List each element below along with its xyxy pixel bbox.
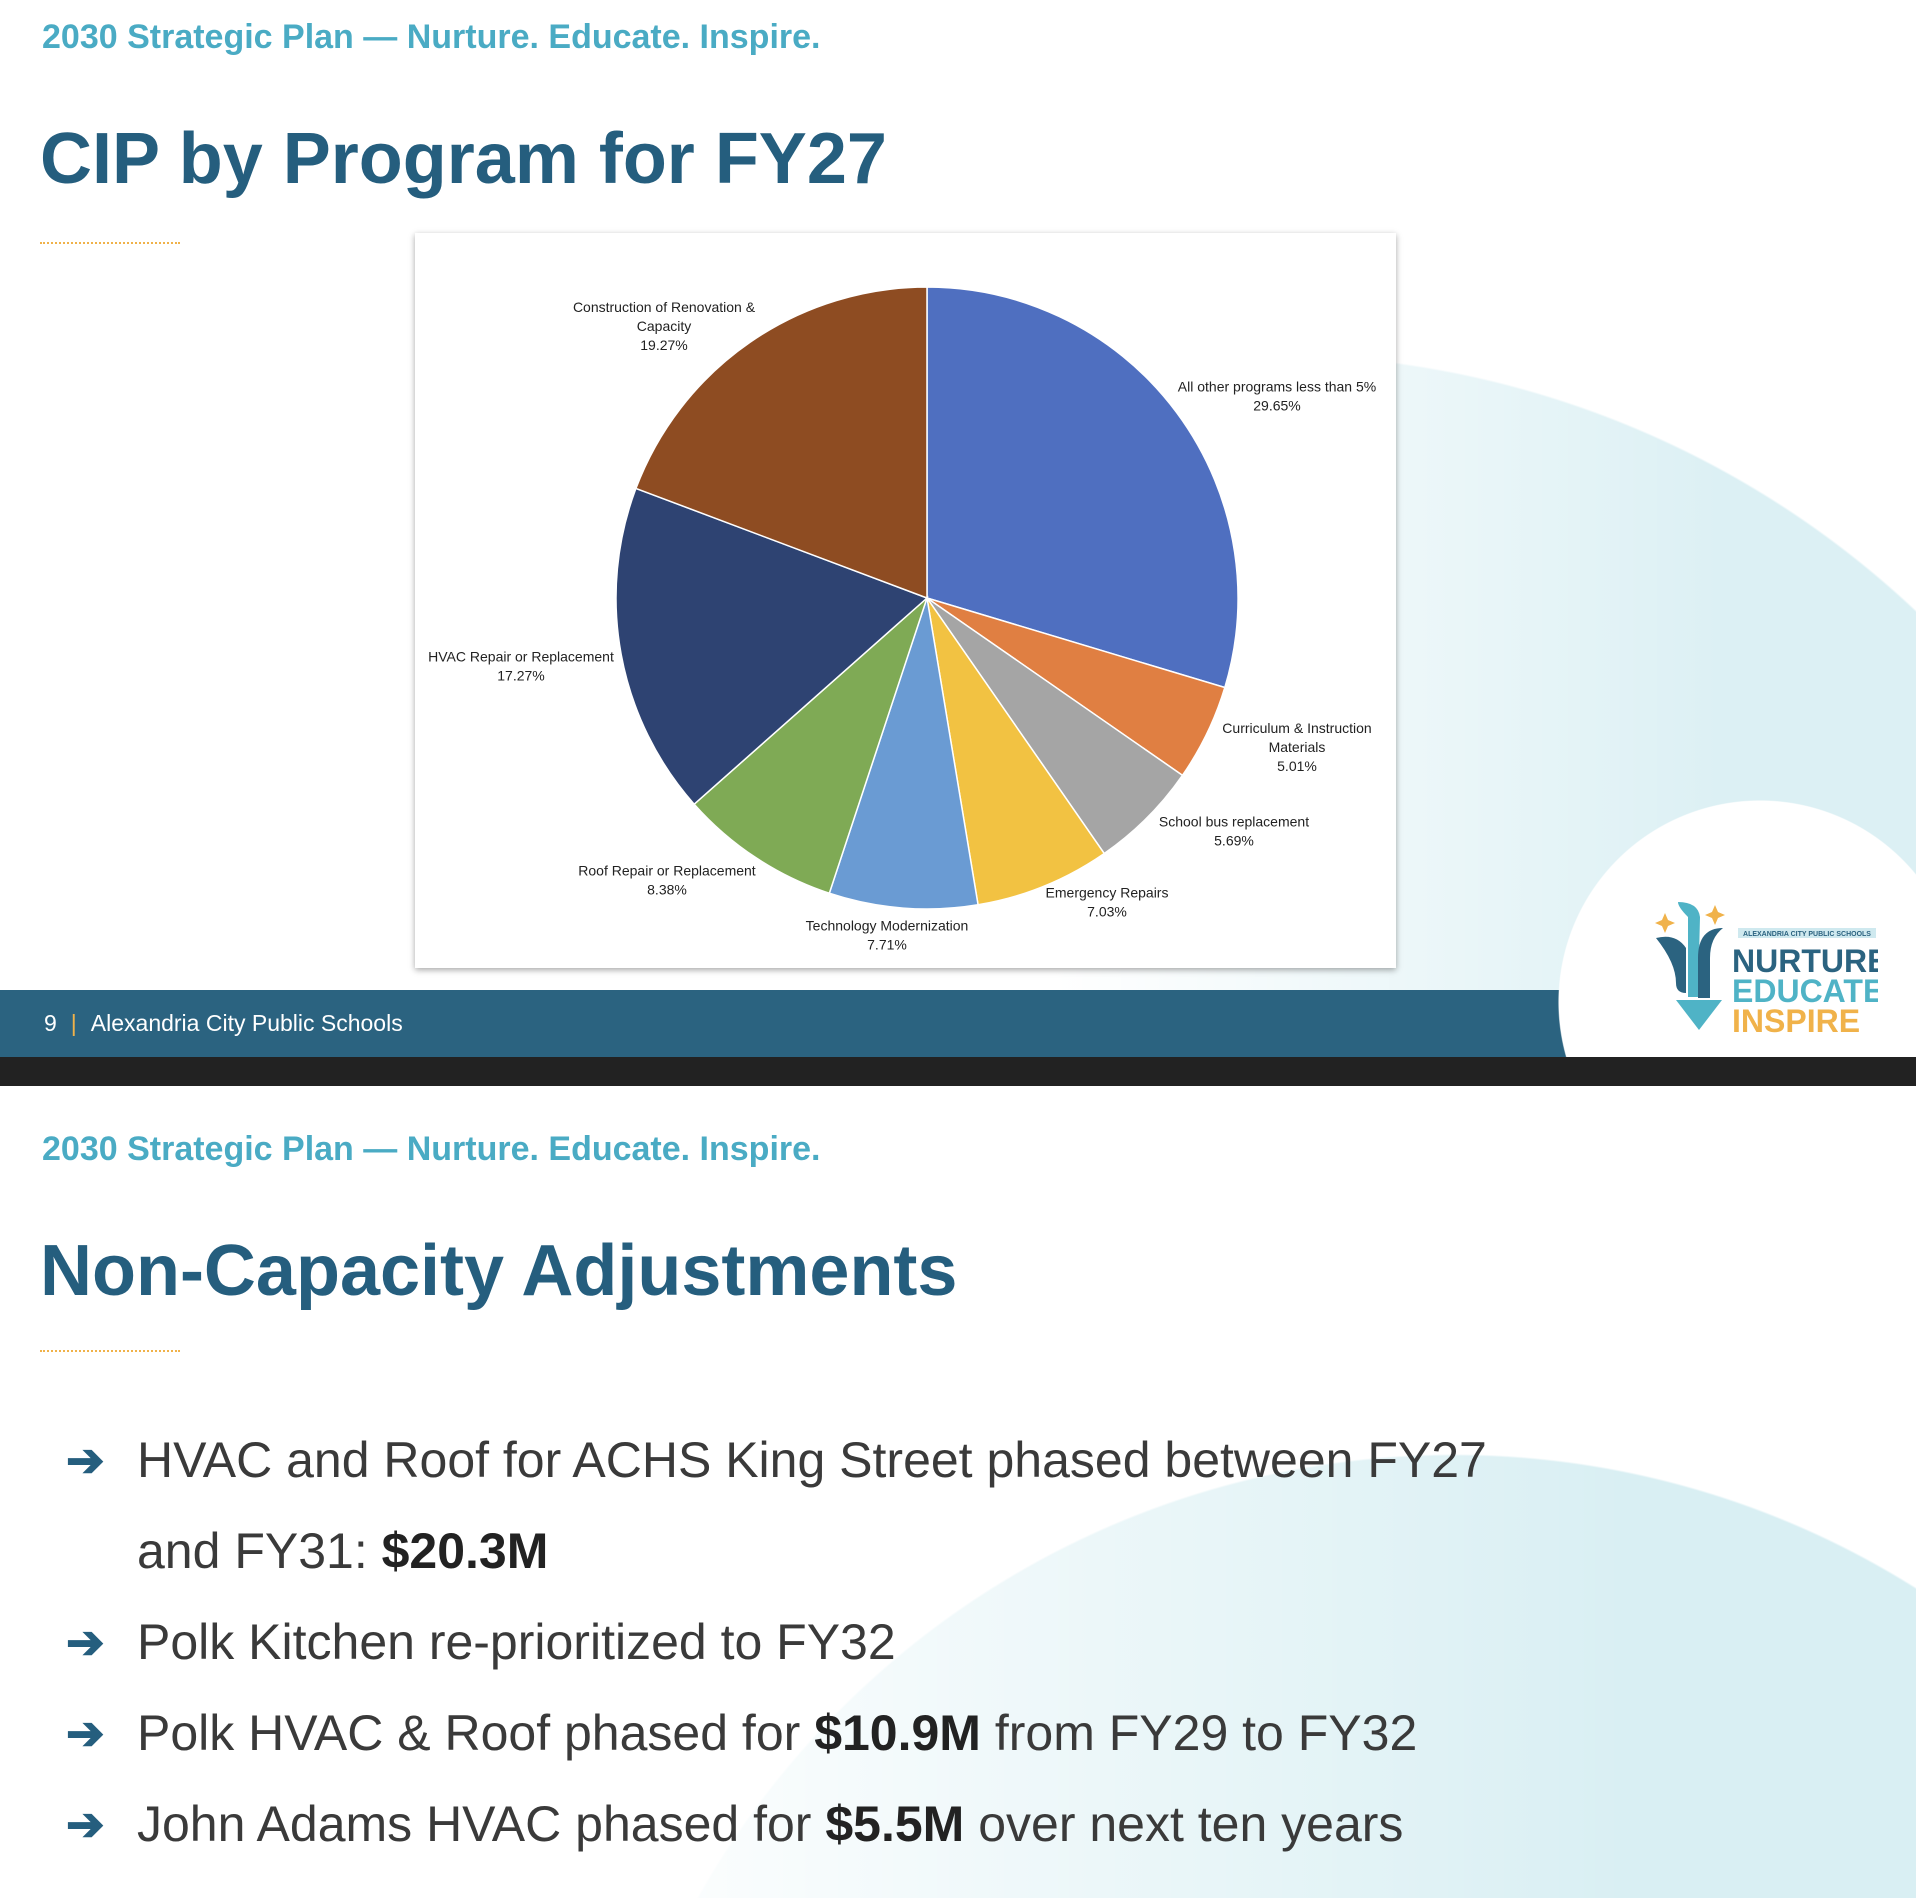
pie-chart-svg: All other programs less than 5% 29.65% Cur…: [428, 286, 1376, 953]
pie-slice: [634, 286, 928, 600]
pie-slice: [828, 597, 979, 910]
slide-title: CIP by Program for FY27: [40, 119, 887, 199]
slice-value-label: 29.65%: [1253, 398, 1300, 414]
slice-name-label: Construction of Renovation &: [573, 299, 756, 315]
svg-text:ALEXANDRIA CITY PUBLIC SCHOOLS: ALEXANDRIA CITY PUBLIC SCHOOLS: [1743, 931, 1871, 938]
svg-text:NURTURE: NURTURE: [1732, 943, 1878, 979]
bullet-amount: $5.5M: [825, 1796, 965, 1852]
bullet-text: John Adams HVAC phased for: [137, 1796, 826, 1852]
page-number: 9: [44, 1010, 57, 1036]
divider: [40, 1350, 180, 1352]
bullet-item: ➔ Polk HVAC & Roof phased for $10.9M from…: [66, 1688, 1526, 1779]
slice-name-label: All other programs less than 5%: [1178, 379, 1376, 395]
slide-title: Non-Capacity Adjustments: [40, 1231, 958, 1311]
slice-label: Curriculum & Instruction Materials 5.01%: [1222, 720, 1371, 774]
slice-name-label: Emergency Repairs: [1046, 885, 1169, 901]
footer-separator: |: [70, 1010, 77, 1036]
slice-label: Roof Repair or Replacement 8.38%: [578, 863, 756, 898]
arrow-icon: ➔: [66, 1434, 105, 1486]
slide-kicker: 2030 Strategic Plan — Nurture. Educate. …: [42, 18, 821, 56]
slide-kicker: 2030 Strategic Plan — Nurture. Educate. …: [42, 1130, 821, 1168]
school-logo: ALEXANDRIA CITY PUBLIC SCHOOLS NURTURE E…: [1655, 902, 1878, 1038]
svg-text:INSPIRE: INSPIRE: [1732, 1003, 1860, 1038]
slice-name-label: Capacity: [637, 318, 691, 334]
bullet-text: over next ten years: [964, 1796, 1404, 1852]
slice-name-label: Curriculum & Instruction: [1222, 720, 1371, 736]
slice-name-label: Materials: [1269, 739, 1326, 755]
slice-label: Construction of Renovation & Capacity 19.2…: [573, 299, 756, 353]
slice-name-label: School bus replacement: [1159, 814, 1309, 830]
bullet-text: HVAC and Roof for ACHS King Street phase…: [137, 1432, 1487, 1579]
arrow-icon: ➔: [66, 1616, 105, 1668]
pie-slice: [693, 595, 929, 895]
slice-label: School bus replacement 5.69%: [1159, 814, 1309, 849]
slice-label: Technology Modernization 7.71%: [806, 918, 969, 953]
bullet-list: ➔ HVAC and Roof for ACHS King Street phas…: [66, 1415, 1566, 1870]
pie-slice: [926, 286, 1239, 689]
slice-value-label: 7.03%: [1087, 904, 1127, 920]
bullet-item: ➔ HVAC and Roof for ACHS King Street phas…: [66, 1415, 1526, 1597]
bullet-amount: $10.9M: [814, 1705, 981, 1761]
pie-chart: All other programs less than 5% 29.65% Cur…: [415, 233, 1396, 968]
slice-value-label: 7.71%: [867, 937, 907, 953]
slide-non-capacity-adjustments: 2030 Strategic Plan — Nurture. Educate. …: [0, 1086, 1916, 1898]
slice-value-label: 19.27%: [640, 337, 687, 353]
slice-value-label: 5.01%: [1277, 758, 1317, 774]
pie-slice: [615, 487, 929, 806]
slide-cip-by-program: 2030 Strategic Plan — Nurture. Educate. …: [0, 0, 1916, 1057]
bullet-text: Polk Kitchen re-prioritized to FY32: [137, 1614, 896, 1670]
slice-name-label: Roof Repair or Replacement: [578, 863, 756, 879]
slice-name-label: HVAC Repair or Replacement: [428, 649, 614, 665]
svg-text:EDUCATE: EDUCATE: [1732, 973, 1878, 1009]
bullet-item: ➔ Polk Kitchen re-prioritized to FY32: [66, 1597, 1526, 1688]
slice-label: HVAC Repair or Replacement 17.27%: [428, 649, 614, 684]
slice-value-label: 5.69%: [1214, 833, 1254, 849]
bullet-item: ➔ John Adams HVAC phased for $5.5M over n…: [66, 1779, 1526, 1870]
bullet-text: from FY29 to FY32: [980, 1705, 1418, 1761]
pie-slice: [926, 597, 1106, 906]
bullet-amount: $20.3M: [381, 1523, 549, 1579]
bullet-text: Polk HVAC & Roof phased for: [137, 1705, 815, 1761]
footer-org: Alexandria City Public Schools: [90, 1010, 403, 1036]
divider: [40, 242, 180, 244]
arrow-icon: ➔: [66, 1798, 105, 1850]
slice-label: All other programs less than 5% 29.65%: [1178, 379, 1376, 414]
slice-label: Emergency Repairs 7.03%: [1046, 885, 1169, 920]
slice-value-label: 8.38%: [647, 882, 687, 898]
slice-name-label: Technology Modernization: [806, 918, 969, 934]
arrow-icon: ➔: [66, 1707, 105, 1759]
slice-value-label: 17.27%: [497, 668, 544, 684]
